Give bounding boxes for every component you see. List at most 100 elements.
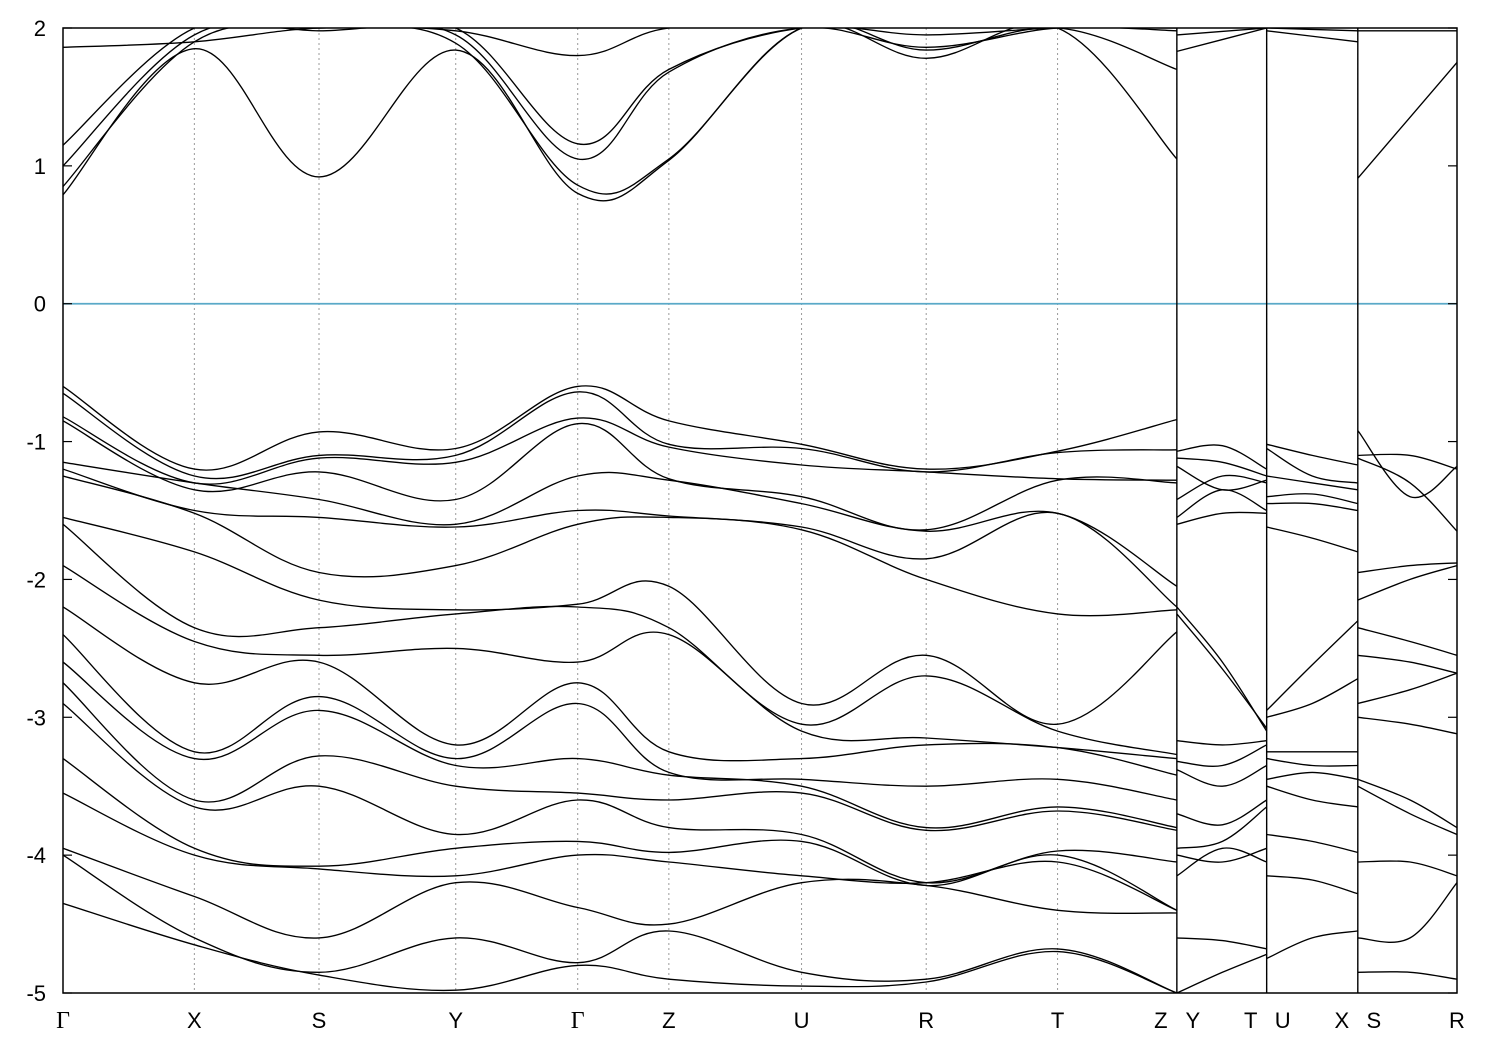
kpoint-label: X [187, 1008, 202, 1033]
plot-frame [62, 27, 1458, 994]
band-line [63, 523, 1178, 756]
kpoint-label: X [1334, 1008, 1349, 1033]
band-line [1357, 654, 1457, 674]
band-line [1266, 30, 1358, 43]
band-line [1176, 457, 1267, 477]
y-axis-ticks: 2 1 0 -1 -2 -3 -4 -5 [26, 16, 1457, 1006]
kpoint-label: Y [1186, 1008, 1201, 1033]
band-line [1357, 860, 1457, 877]
band-line [63, 475, 1177, 617]
band-line [1266, 785, 1358, 808]
band-line [63, 416, 1177, 485]
band-line [63, 661, 1178, 829]
band-line [1176, 847, 1267, 877]
band-line [1357, 430, 1457, 499]
band-line [1357, 457, 1457, 532]
band-line [1176, 613, 1268, 729]
band-line [1176, 740, 1267, 746]
band-line [1266, 757, 1358, 767]
band-line [1357, 62, 1457, 179]
band-line [63, 468, 1178, 608]
y-tick-label: 1 [34, 154, 46, 179]
band-line [1176, 444, 1268, 470]
y-tick-label: -3 [26, 705, 46, 730]
band-line [1357, 672, 1457, 705]
band-line [1176, 744, 1267, 767]
kpoint-label: U [794, 1008, 810, 1033]
band-line [1176, 465, 1267, 491]
band-line [63, 391, 1177, 480]
band-line [63, 792, 1178, 911]
band-line [1176, 489, 1268, 518]
band-line [1266, 678, 1359, 718]
band-line [1357, 778, 1457, 829]
band-line [63, 28, 802, 57]
band-line [1357, 785, 1457, 836]
band-line [63, 28, 1178, 202]
band-line [1266, 493, 1358, 505]
band-line [1266, 502, 1358, 512]
kpoint-label: T [1244, 1008, 1257, 1033]
band-line [63, 28, 1178, 195]
band-line [1266, 447, 1358, 484]
band-line [1357, 971, 1457, 980]
kpoint-label: Γ [571, 1008, 585, 1034]
y-tick-label: -2 [26, 567, 46, 592]
band-line [63, 385, 1178, 471]
band-line [1357, 716, 1457, 735]
kpoint-label: T [1051, 1008, 1064, 1033]
band-line [63, 902, 1178, 993]
band-line [63, 516, 1178, 725]
segment-breaks [1176, 28, 1359, 993]
band-line [63, 606, 1178, 776]
band-line [1266, 475, 1358, 491]
band-line [1176, 847, 1267, 863]
band-line [1176, 937, 1267, 950]
band-line [63, 420, 1177, 531]
band-line [1176, 806, 1268, 849]
kpoint-label: R [918, 1008, 934, 1033]
y-tick-label: -4 [26, 843, 46, 868]
band-line [1357, 453, 1457, 470]
band-line [63, 634, 1178, 801]
band-line [1266, 833, 1358, 854]
band-line [1176, 474, 1267, 501]
kpoint-label: S [1366, 1008, 1381, 1033]
kpoint-label: Γ [56, 1008, 70, 1034]
kpoint-label: S [312, 1008, 327, 1033]
band-line [1176, 953, 1267, 993]
band-line [1176, 799, 1268, 826]
kpoint-label: R [1449, 1008, 1465, 1033]
band-line [1266, 443, 1358, 466]
y-tick-label: 2 [34, 16, 46, 41]
band-line [1266, 771, 1358, 780]
y-tick-label: -1 [26, 430, 46, 455]
band-line [63, 461, 1178, 587]
kpoint-label: Z [1154, 1008, 1167, 1033]
band-line [1357, 882, 1457, 943]
kpoint-label: Y [448, 1008, 463, 1033]
band-line [1357, 562, 1457, 574]
band-line [1357, 627, 1457, 656]
band-line [1266, 526, 1358, 553]
kpoint-label: Z [662, 1008, 675, 1033]
bands-group [63, 28, 1457, 993]
y-tick-label: 0 [34, 292, 46, 317]
band-line [63, 28, 1177, 146]
band-line [63, 847, 1177, 939]
band-line [63, 758, 1178, 911]
y-tick-label: -5 [26, 981, 46, 1006]
band-line [1176, 764, 1268, 787]
band-line [1176, 511, 1267, 525]
band-line [1357, 564, 1457, 601]
band-line [63, 565, 1177, 760]
band-line [63, 28, 1177, 167]
band-line [1176, 28, 1267, 53]
band-line [1266, 875, 1358, 895]
band-line [63, 682, 1178, 832]
band-line [1266, 930, 1358, 960]
kpoint-label: U [1275, 1008, 1291, 1033]
band-line [63, 854, 1178, 993]
